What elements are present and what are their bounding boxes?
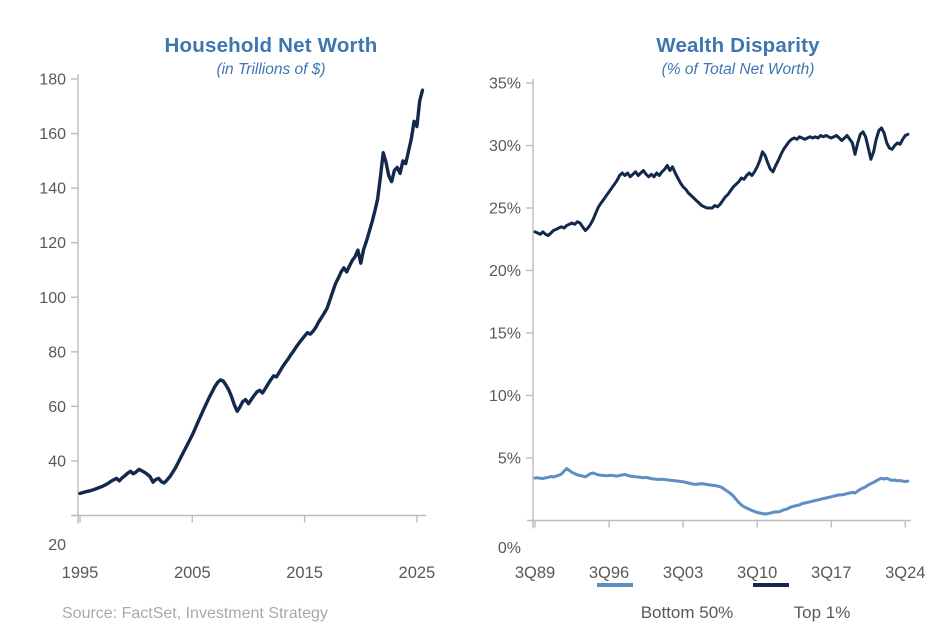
legend-swatch-top-1 xyxy=(753,583,789,587)
x-tick-label: 3Q17 xyxy=(811,564,851,582)
y-tick-label: 15% xyxy=(489,326,521,343)
y-tick-label: 20% xyxy=(489,263,521,280)
y-tick-label: 35% xyxy=(489,76,521,93)
x-tick-label: 2015 xyxy=(286,564,323,582)
y-tick-label: 120 xyxy=(39,235,66,252)
legend-label-bottom-50: Bottom 50% xyxy=(640,603,734,622)
y-tick-label: 80 xyxy=(48,344,66,361)
x-tick-label: 3Q89 xyxy=(515,564,555,582)
y-tick-label: 10% xyxy=(489,388,521,405)
chart-0: 180 160 140 120 100 80 60 40 20 1995 2005 2015 2025 xyxy=(39,72,435,582)
x-tick-label: 3Q96 xyxy=(589,564,629,582)
y-tick-label: 160 xyxy=(39,126,66,143)
y-tick-label: 5% xyxy=(498,451,521,468)
y-tick-label: 20 xyxy=(48,537,66,554)
series-line-household-net-worth xyxy=(78,88,425,496)
x-tick-label: 2025 xyxy=(399,564,436,582)
x-tick-label: 2005 xyxy=(174,564,211,582)
legend-label-top-1: Top 1% xyxy=(793,603,851,622)
right-chart-title: Wealth Disparity xyxy=(656,34,820,57)
left-chart-subtitle: (in Trillions of $) xyxy=(216,61,326,78)
y-tick-label: 140 xyxy=(39,181,66,198)
right-chart-subtitle: (% of Total Net Worth) xyxy=(661,61,815,78)
y-tick-label: 25% xyxy=(489,201,521,218)
y-tick-label: 30% xyxy=(489,138,521,155)
y-tick-label: 40 xyxy=(48,453,66,470)
y-tick-label: 180 xyxy=(39,72,66,89)
chart-1: 35% 30% 25% 20% 15% 10% 5% 0% 3Q89 3Q96 3Q03 3Q10 3Q… xyxy=(489,76,926,583)
y-tick-label: 60 xyxy=(48,399,66,416)
series-line-bottom-50- xyxy=(533,467,910,516)
x-tick-label: 1995 xyxy=(62,564,99,582)
series-line-top-1- xyxy=(533,126,910,237)
source-note: Source: FactSet, Investment Strategy xyxy=(62,605,328,622)
x-tick-label: 3Q03 xyxy=(663,564,703,582)
left-chart-title: Household Net Worth xyxy=(164,34,378,57)
x-tick-label: 3Q10 xyxy=(737,564,777,582)
legend-swatch-bottom-50 xyxy=(597,583,633,587)
x-tick-label: 3Q24 xyxy=(885,564,925,582)
y-tick-label: 100 xyxy=(39,290,66,307)
y-tick-label: 0% xyxy=(498,540,521,557)
